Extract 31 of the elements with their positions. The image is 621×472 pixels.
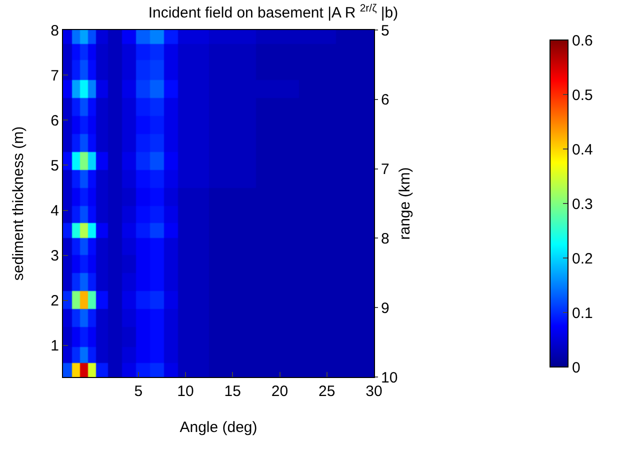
y2-tick-label: 5 [381,22,390,40]
y2-tick-label: 7 [381,161,390,178]
y-tick-label: 3 [50,248,59,265]
x-tick-label: 15 [224,383,241,400]
y2-tick-label: 9 [381,300,390,317]
y-tick-label: 4 [50,202,59,220]
color-bar-label: 0.4 [572,141,593,158]
y-tick-label: 1 [50,338,59,355]
color-bar-label: 0.5 [572,86,593,104]
y2-axis-title: range (km) [396,167,414,240]
y-tick-label: 5 [50,157,59,174]
color-bar-label: 0.3 [572,196,593,213]
x-axis-title: Angle (deg) [180,419,258,436]
color-bar-label: 0.1 [572,304,593,322]
y-tick-label: 7 [50,67,59,84]
y2-tick-label: 6 [381,92,390,109]
y2-tick-label: 10 [381,369,398,386]
x-tick-label: 10 [177,383,194,400]
y-axis-title: sediment thickness (m) [10,126,27,281]
x-tick-label: 30 [366,383,382,400]
y-tick-label: 8 [50,22,59,40]
y-tick-label: 2 [50,292,59,310]
chart-title: Incident field on basement |A R $^{2r/ζ}$ |b) [148,2,398,22]
color-bar-label: 0.6 [572,32,593,50]
y2-tick-label: 8 [381,230,390,248]
color-bar-label: 0 [572,359,580,376]
x-tick-label: 20 [271,383,288,400]
x-tick-label: 5 [134,383,143,400]
x-tick-label: 25 [318,383,336,400]
y-tick-label: 6 [50,112,59,130]
color-bar-label: 0.2 [572,250,593,268]
